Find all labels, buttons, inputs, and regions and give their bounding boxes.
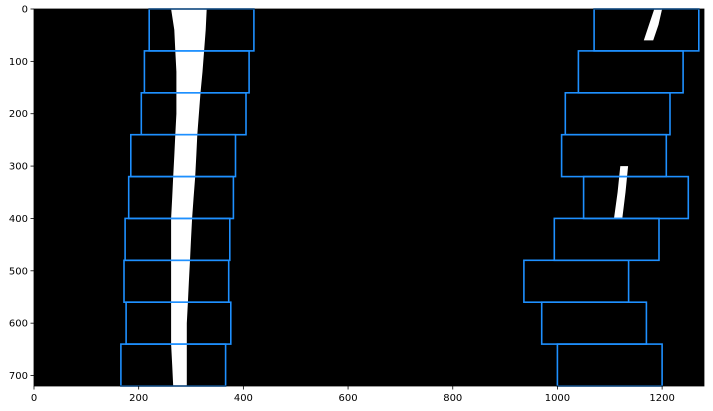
y-axis: 0 100 200 300 400 500 600 700 (9, 5, 34, 382)
right-lane-pixels-0 (643, 9, 663, 41)
y-tick-label: 200 (9, 109, 28, 120)
x-tick-label: 800 (443, 393, 462, 404)
y-tick-label: 400 (9, 214, 28, 225)
x-axis: 0 200 400 600 800 1000 1200 (31, 386, 675, 404)
y-tick-label: 500 (9, 266, 28, 277)
x-tick-label: 400 (234, 393, 253, 404)
y-tick-label: 700 (9, 371, 28, 382)
y-tick-label: 100 (9, 57, 28, 68)
right-lane-pixels-1 (614, 166, 629, 219)
y-tick-label: 0 (22, 5, 28, 16)
x-tick-label: 1000 (545, 393, 570, 404)
x-tick-label: 1200 (649, 393, 674, 404)
x-tick-label: 0 (31, 393, 37, 404)
x-tick-label: 600 (339, 393, 358, 404)
y-tick-label: 300 (9, 162, 28, 173)
plot-background (34, 9, 704, 386)
left-lane-pixels-0 (171, 9, 207, 386)
x-tick-label: 200 (129, 393, 148, 404)
lane-pixels-layer (171, 9, 663, 386)
y-tick-label: 600 (9, 319, 28, 330)
plot-frame (33, 8, 705, 387)
sliding-windows-layer (120, 8, 700, 387)
